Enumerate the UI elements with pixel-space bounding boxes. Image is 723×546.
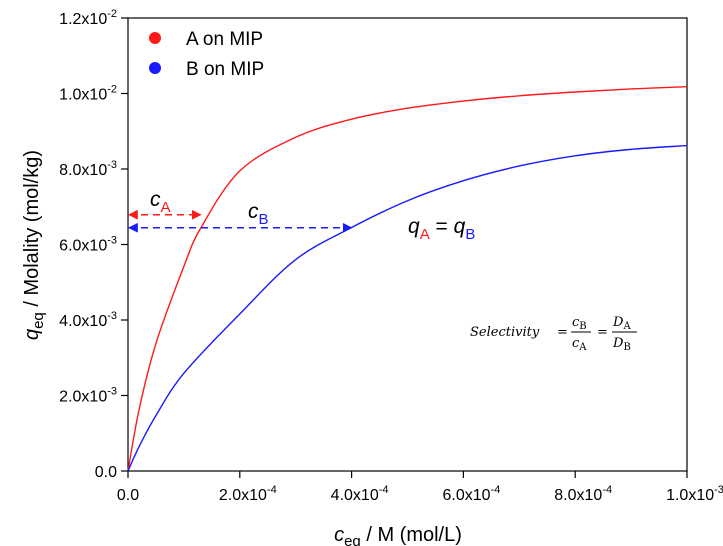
y-tick-label: 6.0x10-3 [59, 235, 117, 255]
legend-marker-b [149, 62, 161, 74]
y-tick-label: 0.0 [95, 464, 117, 481]
label-cA: cA [150, 188, 171, 216]
label-equality: qA = qB [408, 215, 475, 243]
svg-text:cA: cA [572, 336, 587, 353]
svg-text:cB: cB [572, 315, 587, 332]
legend-marker-a [149, 32, 161, 44]
label-cB: cB [248, 200, 269, 228]
x-axis-title: ceq / M (mol/L) [334, 524, 462, 546]
legend: A on MIP B on MIP [149, 29, 264, 80]
x-tick-label: 8.0x10-4 [554, 484, 612, 504]
legend-label-a: A on MIP [186, 29, 263, 50]
series-line-a [127, 86, 688, 472]
x-tick-label: 2.0x10-4 [219, 484, 277, 504]
legend-label-b: B on MIP [186, 59, 264, 80]
svg-text:=: = [597, 325, 608, 340]
svg-text:DB: DB [612, 336, 631, 353]
x-tick-label: 4.0x10-4 [331, 484, 389, 504]
series-line-b [127, 144, 688, 472]
x-tick-label: 0.0 [117, 487, 139, 504]
svg-text:Selectivity: Selectivity [470, 325, 540, 340]
x-tick-label: 1.0x10-3 [666, 484, 723, 504]
y-tick-label: 8.0x10-3 [59, 159, 117, 179]
selectivity-formula: Selectivity = cB cA = DA DB [470, 315, 637, 353]
y-ticks: 0.0 2.0x10-3 4.0x10-3 6.0x10-3 8.0x10-3 1.0x1… [59, 8, 128, 481]
y-axis-title: qeq / Molality (mol/kg) [21, 150, 47, 340]
svg-text:DA: DA [612, 315, 631, 332]
x-ticks: 0.0 2.0x10-4 4.0x10-4 6.0x10-4 8.0x10-4 1.0x1… [117, 471, 723, 504]
y-tick-label: 1.2x10-2 [59, 8, 117, 28]
y-tick-label: 1.0x10-2 [59, 84, 117, 104]
y-tick-label: 4.0x10-3 [59, 310, 117, 330]
x-tick-label: 6.0x10-4 [442, 484, 500, 504]
y-tick-label: 2.0x10-3 [59, 386, 117, 406]
svg-text:=: = [557, 325, 568, 340]
plot-frame [127, 17, 688, 472]
